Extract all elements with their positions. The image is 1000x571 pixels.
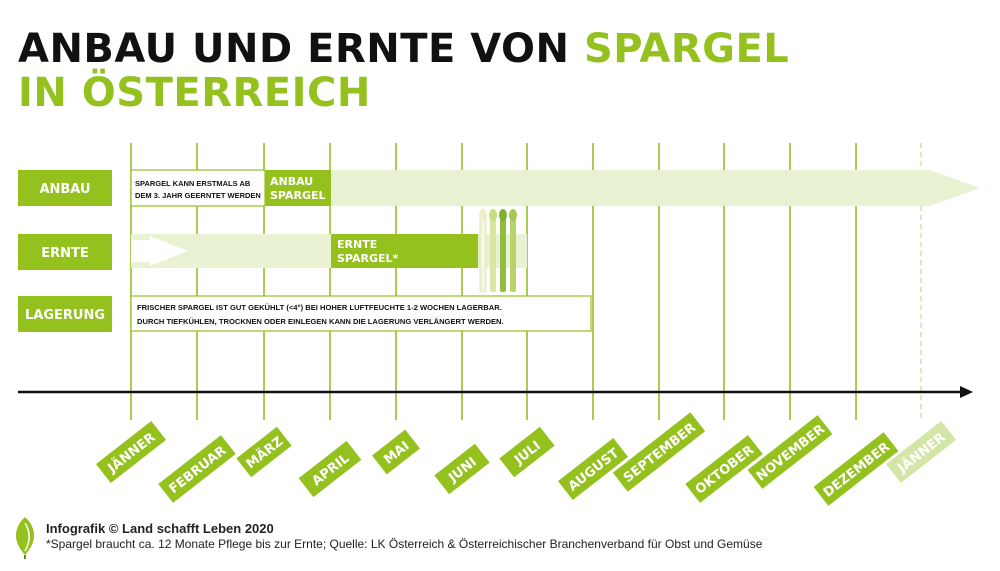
month-tag: APRIL [298,440,362,498]
month-tag-box [685,435,763,503]
anbau-spargel-box [265,170,331,206]
month-label: FEBRUAR [167,443,230,497]
row-labels: ANBAU ERNTE LAGERUNG [18,170,112,332]
footer-credit: Infografik © Land schafft Leben 2020 [46,521,274,536]
anbau-note-line-1: SPARGEL KANN ERSTMALS AB [135,179,251,188]
month-label: NOVEMBER [754,422,828,484]
asparagus-spears-illustration [479,209,517,293]
month-tag-box [372,429,420,475]
month-tag-box [499,426,555,478]
ernte-spargel-box [331,234,478,268]
month-tag: AUGUST [557,437,629,501]
ernte-box-line-2: SPARGEL* [337,252,399,265]
anbau-note-box [130,169,266,207]
month-tag: DEZEMBER [813,432,899,506]
row-label-ernte: ERNTE [18,234,112,270]
row-label-text: ANBAU [39,182,90,197]
month-label: DEZEMBER [821,440,893,501]
month-tag-box [298,440,362,498]
anbau-box-line-2: SPARGEL [270,189,326,202]
ernte-start-arrow [131,236,188,266]
row-label-box [18,170,112,206]
leaf-logo-icon [15,517,35,559]
row-label-lagerung: LAGERUNG [18,296,112,332]
month-tag-box [747,415,833,489]
row-label-text: ERNTE [41,246,89,261]
month-tag-box [95,420,167,484]
month-tag: JÄNNER [95,420,167,484]
anbau-box-line-1: ANBAU [270,175,313,188]
month-tag-box [612,412,706,492]
month-tag: JULI [499,426,555,478]
month-tag: MAI [372,429,420,475]
month-tag-box [434,443,490,495]
month-label: SEPTEMBER [621,420,699,486]
month-label: OKTOBER [693,443,757,498]
month-tag-box [885,420,957,484]
month-tag: MÄRZ [236,426,292,478]
row-label-box [18,234,112,270]
footer: Infografik © Land schafft Leben 2020 *Sp… [46,521,762,552]
title-accent: SPARGEL [583,26,790,72]
month-tag-box [813,432,899,506]
row-label-anbau: ANBAU [18,170,112,206]
footer-note: *Spargel braucht ca. 12 Monate Pflege bi… [46,537,763,551]
month-tag-box [158,435,236,503]
month-tag-box [236,426,292,478]
month-tag-box [557,437,629,501]
ernte-box-line-1: ERNTE [337,238,377,251]
lagerung-text-line-1: FRISCHER SPARGEL IST GUT GEKÜHLT (<4°) B… [137,303,502,312]
anbau-arrow [131,170,980,206]
timeline-arrowhead [960,386,973,398]
page-title-line-1: ANBAU UND ERNTE VON SPARGEL [18,26,789,72]
row-label-text: LAGERUNG [25,308,105,323]
lagerung-text-line-2: DURCH TIEFKÜHLEN, TROCKNEN ODER EINLEGEN… [137,317,504,326]
row-label-box [18,296,112,332]
month-tag: JUNI [434,443,490,495]
lagerung-box [130,295,592,332]
month-tag: FEBRUAR [158,435,236,503]
title-prefix: ANBAU UND ERNTE VON [18,26,584,72]
page-title-line-2: IN ÖSTERREICH [18,70,371,116]
anbau-note-line-2: DEM 3. JAHR GEERNTET WERDEN [135,191,261,200]
